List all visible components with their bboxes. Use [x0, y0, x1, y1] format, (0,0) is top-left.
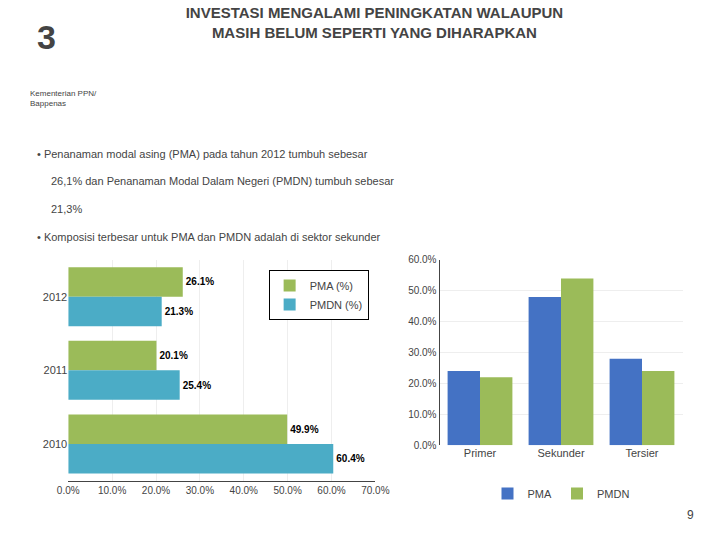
svg-text:Primer: Primer	[464, 447, 497, 459]
svg-text:2011: 2011	[44, 364, 68, 376]
svg-text:70.0%: 70.0%	[361, 485, 389, 496]
svg-text:40.0%: 40.0%	[230, 485, 258, 496]
svg-text:0.0%: 0.0%	[57, 485, 80, 496]
svg-text:50.0%: 50.0%	[273, 485, 301, 496]
svg-text:60.0%: 60.0%	[317, 485, 345, 496]
svg-text:60.4%: 60.4%	[336, 453, 364, 464]
svg-text:9: 9	[687, 508, 694, 522]
svg-text:50.0%: 50.0%	[408, 285, 436, 296]
svg-text:Tersier: Tersier	[625, 447, 658, 459]
svg-text:10.0%: 10.0%	[98, 485, 126, 496]
svg-text:• Penanaman modal asing (PMA): • Penanaman modal asing (PMA) pada tahun…	[37, 148, 368, 160]
svg-text:26,1% dan Penanaman Modal Dala: 26,1% dan Penanaman Modal Dalam Negeri (…	[51, 175, 394, 187]
svg-text:40.0%: 40.0%	[408, 316, 436, 327]
svg-text:3: 3	[37, 18, 56, 56]
svg-text:2010: 2010	[43, 438, 67, 450]
svg-text:0.0%: 0.0%	[414, 440, 437, 451]
svg-text:10.0%: 10.0%	[408, 409, 436, 420]
svg-text:PMA (%): PMA (%)	[310, 280, 353, 292]
svg-text:49.9%: 49.9%	[290, 424, 318, 435]
svg-text:25.4%: 25.4%	[183, 380, 211, 391]
svg-text:PMDN: PMDN	[597, 488, 629, 500]
svg-text:PMA: PMA	[528, 488, 553, 500]
svg-text:Sekunder: Sekunder	[537, 447, 584, 459]
svg-text:2012: 2012	[43, 291, 67, 303]
svg-text:Kementerian PPN/Bappenas: Kementerian PPN/Bappenas	[30, 89, 97, 108]
svg-text:30.0%: 30.0%	[408, 347, 436, 358]
svg-text:INVESTASI MENGALAMI PENINGKATA: INVESTASI MENGALAMI PENINGKATAN WALAUPUN…	[186, 4, 564, 41]
svg-text:PMDN (%): PMDN (%)	[310, 299, 363, 311]
svg-text:20.0%: 20.0%	[408, 378, 436, 389]
svg-text:21,3%: 21,3%	[51, 203, 82, 215]
svg-text:21.3%: 21.3%	[165, 306, 193, 317]
svg-text:30.0%: 30.0%	[186, 485, 214, 496]
svg-text:20.0%: 20.0%	[142, 485, 170, 496]
svg-text:26.1%: 26.1%	[186, 276, 214, 287]
svg-text:60.0%: 60.0%	[408, 254, 436, 265]
svg-text:20.1%: 20.1%	[159, 350, 187, 361]
svg-text:• Komposisi terbesar untuk PMA: • Komposisi terbesar untuk PMA dan PMDN …	[37, 231, 381, 243]
